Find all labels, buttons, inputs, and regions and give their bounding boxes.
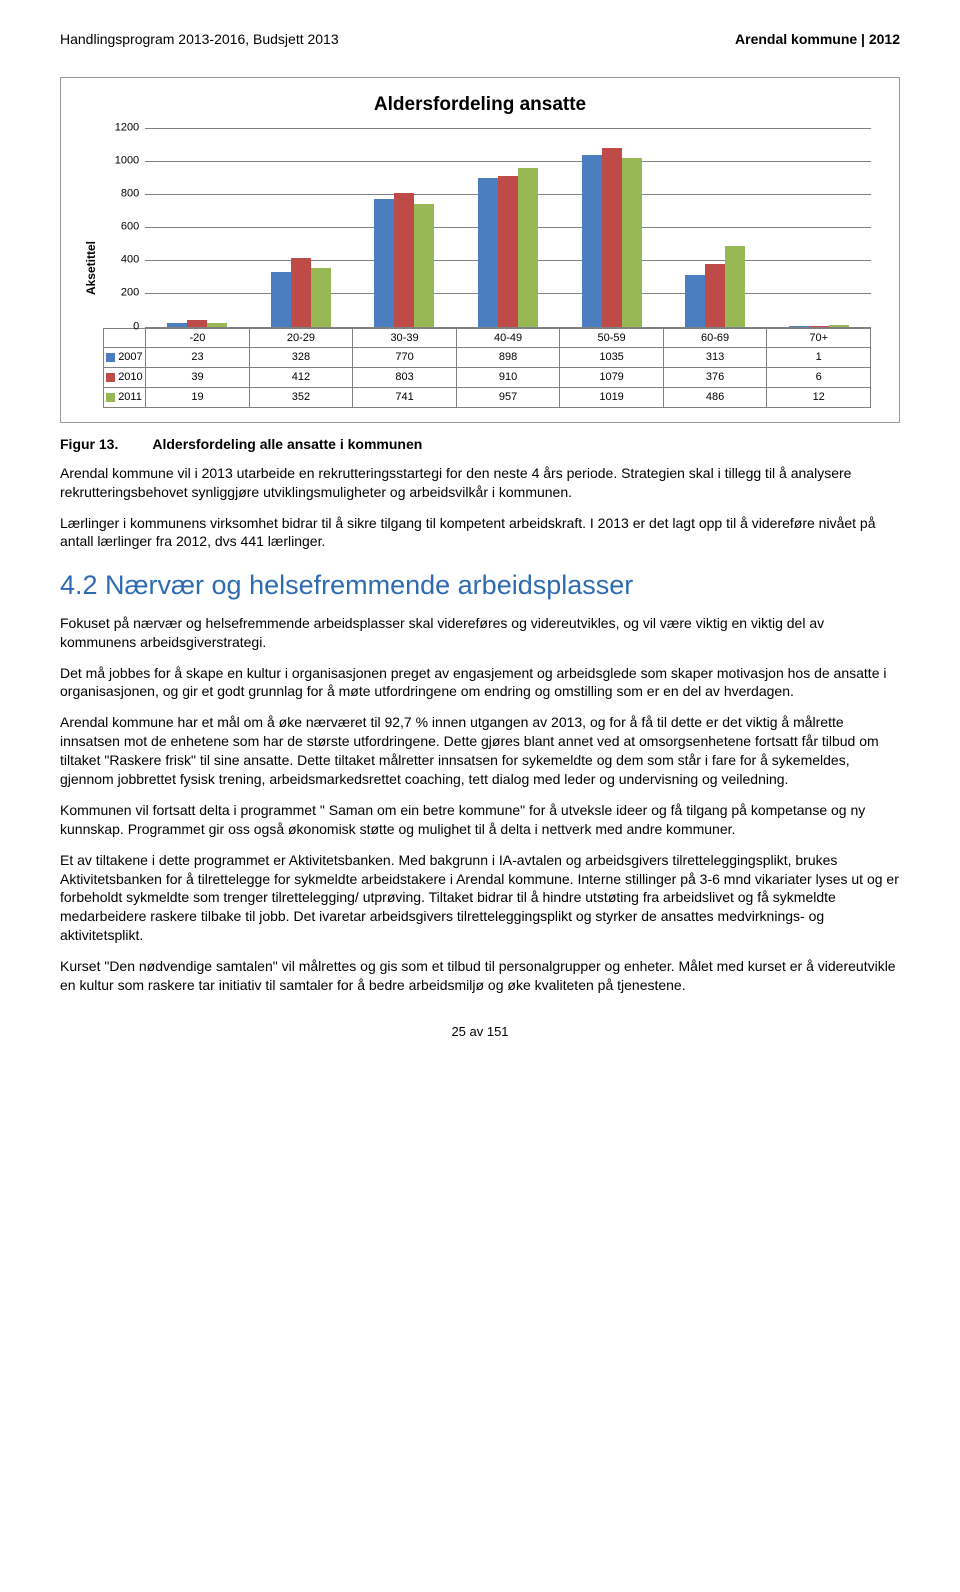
series-2-label: 2011 xyxy=(118,391,142,403)
paragraph-6: Kommunen vil fortsatt delta i programmet… xyxy=(60,801,900,839)
ytick-label: 1000 xyxy=(115,153,145,168)
category-label: 20-29 xyxy=(249,328,353,348)
data-cell: 910 xyxy=(456,368,560,388)
ytick-label: 600 xyxy=(121,220,145,235)
bar xyxy=(582,155,602,327)
bar xyxy=(829,325,849,327)
data-cell: 328 xyxy=(249,348,353,368)
data-cell: 1035 xyxy=(560,348,664,368)
data-cell: 313 xyxy=(663,348,767,368)
chart-ylabel: Aksetittel xyxy=(79,241,103,295)
data-cell: 23 xyxy=(146,348,250,368)
chart-container: Aldersfordeling ansatte Aksetittel 02004… xyxy=(60,77,900,423)
data-cell: 352 xyxy=(249,388,353,408)
chart-title: Aldersfordeling ansatte xyxy=(79,92,881,118)
figure-caption: Figur 13. Aldersfordeling alle ansatte i… xyxy=(60,435,900,454)
bar xyxy=(414,204,434,327)
bar xyxy=(394,193,414,326)
ytick-label: 0 xyxy=(133,319,145,334)
data-cell: 12 xyxy=(767,388,871,408)
ytick-label: 800 xyxy=(121,186,145,201)
data-cell: 1 xyxy=(767,348,871,368)
bar xyxy=(809,326,829,327)
series-0-label: 2007 xyxy=(118,351,142,363)
bar xyxy=(705,264,725,326)
paragraph-2: Lærlinger i kommunens virksomhet bidrar … xyxy=(60,514,900,552)
category-label: -20 xyxy=(146,328,250,348)
bar xyxy=(187,320,207,326)
paragraph-8: Kurset "Den nødvendige samtalen" vil mål… xyxy=(60,957,900,995)
page-number: 25 av 151 xyxy=(60,1023,900,1041)
data-cell: 957 xyxy=(456,388,560,408)
data-cell: 19 xyxy=(146,388,250,408)
bar xyxy=(622,158,642,327)
bar xyxy=(478,178,498,327)
bar xyxy=(207,323,227,326)
paragraph-5: Arendal kommune har et mål om å øke nærv… xyxy=(60,713,900,789)
paragraph-7: Et av tiltakene i dette programmet er Ak… xyxy=(60,851,900,945)
chart-plot: 020040060080010001200 xyxy=(145,128,871,328)
page-header: Handlingsprogram 2013-2016, Budsjett 201… xyxy=(60,30,900,49)
bar xyxy=(498,176,518,327)
bar xyxy=(602,148,622,327)
data-cell: 741 xyxy=(353,388,457,408)
ytick-label: 400 xyxy=(121,253,145,268)
category-label: 60-69 xyxy=(663,328,767,348)
data-cell: 39 xyxy=(146,368,250,388)
ytick-label: 200 xyxy=(121,286,145,301)
header-left: Handlingsprogram 2013-2016, Budsjett 201… xyxy=(60,30,339,49)
paragraph-4: Det må jobbes for å skape en kultur i or… xyxy=(60,664,900,702)
data-cell: 376 xyxy=(663,368,767,388)
ytick-label: 1200 xyxy=(115,120,145,135)
data-cell: 1019 xyxy=(560,388,664,408)
category-label: 30-39 xyxy=(353,328,457,348)
data-cell: 486 xyxy=(663,388,767,408)
category-label: 40-49 xyxy=(456,328,560,348)
data-cell: 770 xyxy=(353,348,457,368)
bar xyxy=(311,268,331,326)
bar xyxy=(685,275,705,327)
bar xyxy=(271,272,291,326)
data-cell: 6 xyxy=(767,368,871,388)
paragraph-1: Arendal kommune vil i 2013 utarbeide en … xyxy=(60,464,900,502)
data-cell: 898 xyxy=(456,348,560,368)
category-label: 70+ xyxy=(767,328,871,348)
header-right: Arendal kommune | 2012 xyxy=(735,30,900,49)
bar xyxy=(725,246,745,327)
bar xyxy=(291,258,311,326)
section-heading: 4.2 Nærvær og helsefremmende arbeidsplas… xyxy=(60,567,900,603)
figure-label: Figur 13. xyxy=(60,435,118,454)
series-1-label: 2010 xyxy=(118,371,142,383)
bar xyxy=(167,323,187,327)
bar xyxy=(374,199,394,327)
data-cell: 1079 xyxy=(560,368,664,388)
bar xyxy=(518,168,538,327)
paragraph-3: Fokuset på nærvær og helsefremmende arbe… xyxy=(60,614,900,652)
data-cell: 803 xyxy=(353,368,457,388)
chart-data-table: -2020-2930-3940-4950-5960-6970+ 2007 2332… xyxy=(103,328,871,408)
figure-text: Aldersfordeling alle ansatte i kommunen xyxy=(152,435,422,454)
category-label: 50-59 xyxy=(560,328,664,348)
data-cell: 412 xyxy=(249,368,353,388)
